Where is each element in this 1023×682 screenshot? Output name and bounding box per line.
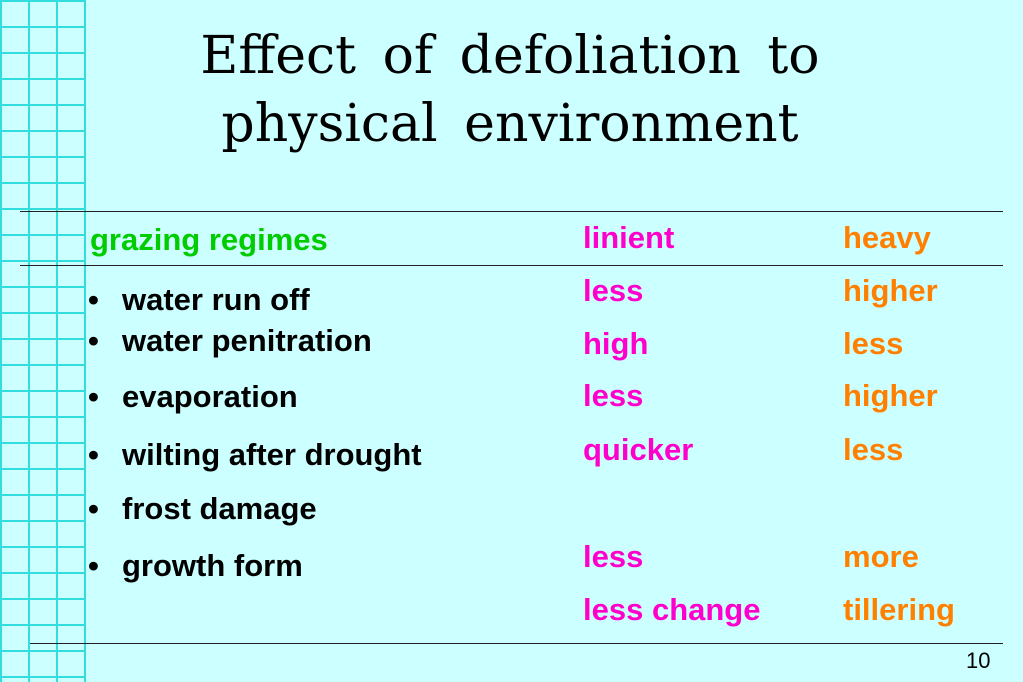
cell-col2-row1: higher [843, 273, 938, 308]
table-header-rule [20, 265, 1003, 266]
row-label-frost-damage: • frost damage [88, 491, 317, 527]
row-label-text: wilting after drought [122, 437, 422, 472]
row-label-text: growth form [122, 548, 303, 583]
cell-col1-row6: less [583, 539, 644, 574]
row-label-text: water penitration [122, 323, 372, 358]
title-line-2: physical environment [221, 94, 799, 154]
page-number: 10 [966, 648, 991, 673]
cell-col2-row2: less [843, 326, 904, 361]
cell-col2-row7: tillering [843, 592, 955, 627]
cell-col1-row4: quicker [583, 432, 694, 467]
row-label-growth-form: • growth form [88, 548, 303, 584]
row-label-water-penitration: • water penitration [88, 323, 372, 359]
bullet-icon: • [88, 548, 99, 583]
row-label-wilting: • wilting after drought [88, 437, 422, 473]
title-line-1: Effect of defoliation to [200, 26, 820, 86]
cell-col1-row3: less [583, 378, 644, 413]
decorative-grid [0, 0, 86, 682]
cell-col1-row1: less [583, 273, 644, 308]
row-label-water-run-off: • water run off [88, 282, 310, 318]
row-label-evaporation: • evaporation [88, 379, 298, 415]
bullet-icon: • [88, 437, 99, 472]
cell-col1-row2: high [583, 326, 649, 361]
bullet-icon: • [88, 491, 99, 526]
cell-col2-row4: less [843, 432, 904, 467]
header-col2: heavy [843, 220, 931, 255]
table-top-rule [20, 211, 1003, 212]
slide-title: Effect of defoliation to physical enviro… [100, 22, 920, 158]
cell-col2-row6: more [843, 539, 919, 574]
bullet-icon: • [88, 323, 99, 358]
cell-col2-row3: higher [843, 378, 938, 413]
header-col1: linient [583, 220, 675, 255]
header-label: grazing regimes [90, 222, 328, 257]
row-label-text: water run off [122, 282, 310, 317]
row-label-text: evaporation [122, 379, 298, 414]
table-bottom-rule [30, 643, 1003, 644]
bullet-icon: • [88, 379, 99, 414]
cell-col1-row7: less change [583, 592, 761, 627]
bullet-icon: • [88, 282, 99, 317]
row-label-text: frost damage [122, 491, 317, 526]
